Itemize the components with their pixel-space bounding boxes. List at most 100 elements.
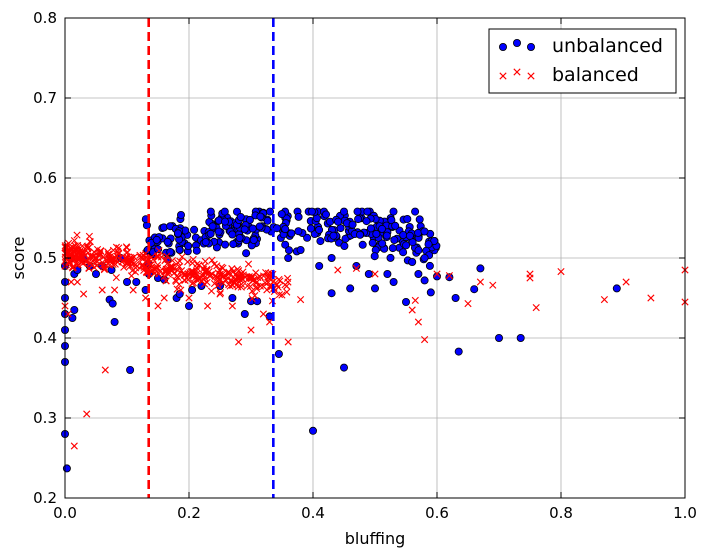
data-point-balanced bbox=[108, 255, 116, 263]
data-point-unbalanced bbox=[284, 253, 293, 262]
legend-label-balanced: balanced bbox=[552, 64, 639, 86]
data-point-balanced bbox=[104, 248, 112, 256]
reference-lines bbox=[147, 18, 275, 498]
data-point-unbalanced bbox=[294, 212, 303, 221]
axis-ticks: 0.0 0.2 0.4 0.6 0.8 1.00.20.30.40.50.60.70.8 bbox=[33, 9, 697, 522]
data-point-balanced bbox=[237, 283, 245, 291]
data-point-unbalanced bbox=[334, 217, 343, 226]
x-axis-label: bluffing bbox=[345, 529, 406, 548]
data-point-unbalanced bbox=[327, 289, 336, 298]
data-point-balanced bbox=[261, 279, 269, 287]
data-point-balanced bbox=[204, 302, 212, 310]
data-point-unbalanced bbox=[307, 207, 316, 216]
data-point-balanced bbox=[154, 261, 162, 269]
data-point-unbalanced bbox=[348, 220, 357, 229]
data-point-balanced bbox=[168, 257, 177, 265]
data-point-unbalanced bbox=[424, 240, 433, 249]
data-point-balanced bbox=[101, 366, 109, 374]
data-point-balanced bbox=[86, 260, 94, 268]
data-point-unbalanced bbox=[265, 207, 274, 216]
data-point-unbalanced bbox=[70, 305, 79, 314]
data-point-unbalanced bbox=[294, 227, 303, 236]
data-point-unbalanced bbox=[287, 229, 296, 238]
data-point-unbalanced bbox=[370, 284, 379, 293]
data-point-unbalanced bbox=[277, 210, 286, 219]
y-tick-label: 0.3 bbox=[33, 409, 57, 427]
data-point-balanced bbox=[252, 283, 261, 291]
data-point-balanced bbox=[433, 270, 441, 278]
data-point-balanced bbox=[98, 286, 106, 294]
data-point-balanced bbox=[219, 264, 227, 272]
data-point-unbalanced bbox=[240, 309, 249, 318]
data-point-balanced bbox=[421, 336, 429, 344]
data-point-balanced bbox=[73, 278, 81, 286]
data-point-balanced bbox=[411, 296, 419, 304]
data-point-unbalanced bbox=[382, 231, 391, 240]
data-point-unbalanced bbox=[184, 301, 193, 310]
data-point-balanced bbox=[73, 231, 81, 239]
data-point-unbalanced bbox=[190, 225, 199, 234]
data-point-unbalanced bbox=[339, 363, 348, 372]
data-point-balanced bbox=[83, 410, 91, 418]
data-point-unbalanced bbox=[242, 249, 251, 258]
data-point-balanced bbox=[278, 291, 286, 299]
data-point-balanced bbox=[67, 278, 75, 286]
data-point-unbalanced bbox=[235, 233, 244, 242]
data-point-unbalanced bbox=[236, 212, 245, 221]
data-point-unbalanced bbox=[274, 349, 283, 358]
data-point-balanced bbox=[464, 300, 472, 308]
data-point-unbalanced bbox=[327, 253, 336, 262]
data-point-balanced bbox=[208, 270, 216, 278]
data-point-unbalanced bbox=[248, 224, 257, 233]
data-point-unbalanced bbox=[255, 222, 264, 231]
data-point-balanced bbox=[175, 280, 183, 288]
data-point-balanced bbox=[246, 282, 254, 291]
data-point-unbalanced bbox=[425, 261, 434, 270]
data-point-balanced bbox=[201, 268, 209, 276]
data-point-balanced bbox=[216, 275, 224, 283]
data-point-balanced bbox=[247, 326, 255, 334]
data-point-unbalanced bbox=[368, 238, 377, 247]
data-point-unbalanced bbox=[445, 273, 454, 282]
data-point-unbalanced bbox=[315, 261, 324, 270]
data-point-balanced bbox=[136, 251, 144, 259]
x-tick-label: 0.2 bbox=[177, 504, 201, 522]
data-point-balanced bbox=[414, 318, 422, 326]
data-point-unbalanced bbox=[358, 240, 367, 249]
data-point-balanced bbox=[189, 267, 197, 276]
data-point-unbalanced bbox=[192, 246, 201, 255]
y-tick-label: 0.2 bbox=[33, 489, 57, 507]
data-point-unbalanced bbox=[316, 237, 325, 246]
legend-marker-unbalanced bbox=[498, 39, 536, 52]
data-point-unbalanced bbox=[402, 241, 411, 250]
legend-marker-balanced bbox=[499, 68, 535, 80]
data-point-unbalanced bbox=[340, 241, 349, 250]
data-point-unbalanced bbox=[372, 229, 381, 238]
data-point-unbalanced bbox=[175, 245, 184, 254]
data-point-unbalanced bbox=[188, 285, 197, 294]
data-point-unbalanced bbox=[408, 257, 417, 266]
data-point-unbalanced bbox=[329, 231, 338, 240]
data-point-unbalanced bbox=[420, 276, 429, 285]
data-point-balanced bbox=[532, 304, 540, 312]
data-point-unbalanced bbox=[306, 224, 315, 233]
data-point-balanced bbox=[284, 338, 292, 346]
data-point-unbalanced bbox=[184, 241, 193, 250]
data-point-balanced bbox=[70, 442, 78, 450]
data-point-balanced bbox=[137, 262, 146, 270]
data-point-unbalanced bbox=[132, 277, 141, 286]
data-point-unbalanced bbox=[476, 264, 485, 273]
data-point-balanced bbox=[188, 279, 196, 288]
data-point-unbalanced bbox=[399, 230, 408, 239]
data-point-unbalanced bbox=[339, 207, 348, 216]
data-point-unbalanced bbox=[399, 248, 408, 257]
data-point-unbalanced bbox=[321, 210, 330, 219]
data-point-unbalanced bbox=[612, 284, 621, 293]
data-point-unbalanced bbox=[352, 261, 361, 270]
data-point-unbalanced bbox=[281, 225, 290, 234]
data-point-balanced bbox=[132, 264, 140, 272]
data-point-unbalanced bbox=[370, 252, 379, 261]
data-point-balanced bbox=[85, 232, 93, 240]
data-point-balanced bbox=[239, 271, 248, 279]
data-point-unbalanced bbox=[377, 224, 386, 233]
